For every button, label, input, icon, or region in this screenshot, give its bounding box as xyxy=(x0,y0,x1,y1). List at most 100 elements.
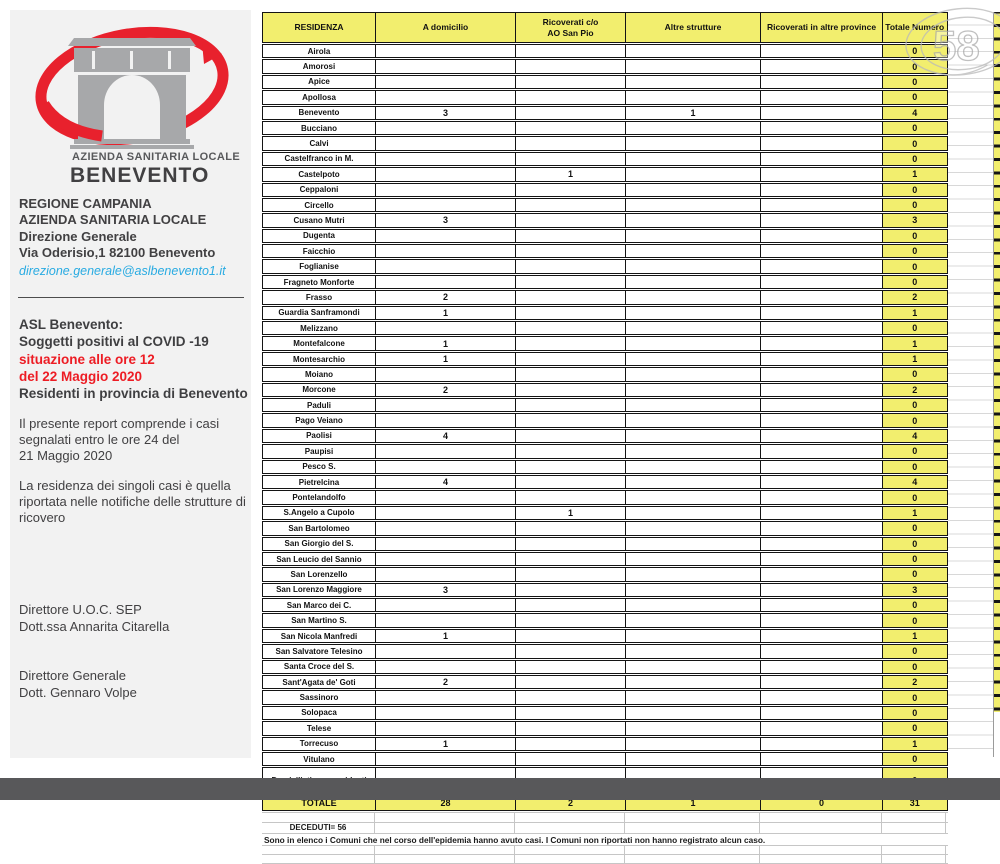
table-row: Moiano 0 xyxy=(262,367,948,382)
cell-altre-province xyxy=(761,106,883,119)
cell-totale: 0 xyxy=(883,60,947,73)
cell-a-domicilio xyxy=(376,275,516,289)
title-line-5: Residenti in provincia di Benevento xyxy=(19,386,248,402)
cell-a-domicilio xyxy=(376,183,516,196)
cell-residenza: Pago Veiano xyxy=(263,414,376,427)
cell-ao-san-pio xyxy=(516,645,626,658)
cell-altre-province xyxy=(761,368,883,381)
empty-grid-row xyxy=(262,854,948,864)
cell-altre-strutture xyxy=(626,229,761,243)
cell-altre-strutture xyxy=(626,537,761,550)
table-row: San Lorenzello 0 xyxy=(262,567,948,582)
cell-residenza: San Nicola Manfredi xyxy=(263,629,376,643)
cell-a-domicilio xyxy=(376,660,516,674)
divider-line xyxy=(18,297,244,298)
cell-a-domicilio xyxy=(376,691,516,704)
cell-totale: 0 xyxy=(883,275,947,289)
table-row: San Bartolomeo 0 xyxy=(262,521,948,536)
col-totale-numero: Totale Numero xyxy=(883,13,947,42)
col-a-domicilio: A domicilio xyxy=(376,13,516,42)
cell-residenza: Montesarchio xyxy=(263,352,376,366)
cell-a-domicilio: 1 xyxy=(376,337,516,350)
cell-ao-san-pio xyxy=(516,275,626,289)
cell-altre-province xyxy=(761,383,883,396)
cell-residenza: San Lorenzo Maggiore xyxy=(263,583,376,597)
cell-residenza: Calvi xyxy=(263,137,376,150)
cell-altre-province xyxy=(761,137,883,150)
footer-bar xyxy=(0,778,1000,800)
cell-altre-strutture xyxy=(626,137,761,150)
cell-altre-province xyxy=(761,706,883,720)
cell-residenza: Torrecuso xyxy=(263,737,376,750)
table-row: Montefalcone 1 1 xyxy=(262,336,948,351)
cell-altre-strutture xyxy=(626,522,761,535)
cell-ao-san-pio xyxy=(516,106,626,119)
asl-email-link[interactable]: direzione.generale@aslbenevento1.it xyxy=(19,264,226,278)
table-row: Pietrelcina 4 4 xyxy=(262,474,948,490)
cell-altre-strutture xyxy=(626,676,761,689)
table-row: Apice 0 xyxy=(262,74,948,90)
cell-totale: 0 xyxy=(883,537,947,550)
cell-altre-strutture xyxy=(626,506,761,520)
cell-ao-san-pio xyxy=(516,722,626,735)
cell-residenza: San Bartolomeo xyxy=(263,522,376,535)
cell-a-domicilio xyxy=(376,614,516,627)
cell-a-domicilio xyxy=(376,414,516,427)
table-row: Foglianise 0 xyxy=(262,259,948,274)
cell-totale: 4 xyxy=(883,475,947,489)
cell-altre-strutture xyxy=(626,568,761,581)
cell-ao-san-pio xyxy=(516,245,626,258)
cell-altre-strutture xyxy=(626,475,761,489)
cell-ao-san-pio xyxy=(516,198,626,212)
table-row: Pago Veiano 0 xyxy=(262,413,948,428)
cell-ao-san-pio xyxy=(516,752,626,766)
cell-a-domicilio xyxy=(376,137,516,150)
cell-altre-strutture xyxy=(626,614,761,627)
cell-altre-strutture xyxy=(626,75,761,89)
cell-residenza: San Salvatore Telesino xyxy=(263,645,376,658)
cell-ao-san-pio xyxy=(516,322,626,335)
cell-totale: 1 xyxy=(883,337,947,350)
cell-altre-province xyxy=(761,260,883,273)
cell-ao-san-pio xyxy=(516,599,626,612)
cell-a-domicilio xyxy=(376,522,516,535)
cell-ao-san-pio xyxy=(516,214,626,227)
table-row: Telese 0 xyxy=(262,721,948,736)
table-row: San Lorenzo Maggiore 3 3 xyxy=(262,582,948,598)
cell-ao-san-pio xyxy=(516,291,626,304)
cell-totale: 1 xyxy=(883,168,947,181)
logo-org-line: AZIENDA SANITARIA LOCALE xyxy=(72,151,241,163)
cell-residenza: San Martino S. xyxy=(263,614,376,627)
cell-a-domicilio xyxy=(376,198,516,212)
cell-ao-san-pio xyxy=(516,183,626,196)
table-row: San Giorgio del S. 0 xyxy=(262,536,948,551)
cell-totale: 0 xyxy=(883,121,947,135)
cell-altre-province xyxy=(761,752,883,766)
cell-altre-province xyxy=(761,398,883,412)
cell-ao-san-pio xyxy=(516,91,626,104)
cropped-yellow-column xyxy=(994,12,1000,712)
cell-altre-strutture xyxy=(626,121,761,135)
title-line-1: ASL Benevento: xyxy=(19,317,124,332)
cell-ao-san-pio xyxy=(516,60,626,73)
cell-altre-strutture xyxy=(626,491,761,504)
table-row: Solopaca 0 xyxy=(262,705,948,721)
cell-altre-strutture xyxy=(626,706,761,720)
cell-a-domicilio xyxy=(376,506,516,520)
cell-altre-province xyxy=(761,645,883,658)
cell-totale: 1 xyxy=(883,629,947,643)
cell-residenza: Santa Croce del S. xyxy=(263,660,376,674)
cell-a-domicilio: 2 xyxy=(376,676,516,689)
cell-totale: 1 xyxy=(883,737,947,750)
cell-altre-strutture xyxy=(626,168,761,181)
table-row: Sassinoro 0 xyxy=(262,690,948,705)
cell-totale: 0 xyxy=(883,45,947,58)
table-row: Airola 0 xyxy=(262,44,948,59)
cell-altre-province xyxy=(761,445,883,458)
table-row: Dugenta 0 xyxy=(262,228,948,244)
cell-altre-province xyxy=(761,568,883,581)
table-row: Apollosa 0 xyxy=(262,90,948,105)
cell-altre-province xyxy=(761,414,883,427)
cell-a-domicilio xyxy=(376,537,516,550)
cell-residenza: Airola xyxy=(263,45,376,58)
